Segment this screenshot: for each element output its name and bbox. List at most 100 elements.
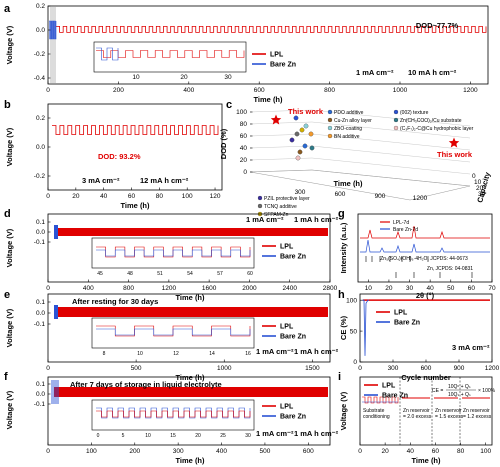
panel-c-y-tick-label: 40: [240, 145, 248, 152]
panel-f-x-tick-label: 500: [259, 448, 270, 455]
panel-g-x-tick-label: 60: [468, 285, 476, 292]
panel-e-label: e: [4, 289, 10, 301]
panel-f-label: f: [4, 371, 8, 383]
panel-b-x-tick-label: 100: [182, 193, 193, 200]
panel-c-3d: [249, 109, 471, 217]
panel-e-current-text: 1 mA cm⁻²: [256, 347, 294, 356]
panel-g-x-tick-label: 70: [488, 285, 496, 292]
panel-c-legend-label: Zn(CH₃COO)₂/Cu substrate: [400, 118, 462, 124]
panel-f-lpl-band: [54, 387, 328, 397]
panel-a-y-tick-label: 0.0: [36, 27, 45, 34]
panel-b-x-tick-label: 40: [100, 193, 108, 200]
panel-a-legend-label: Bare Zn: [270, 62, 296, 69]
panel-a-barezn-line: [49, 20, 57, 40]
panel-f-capacity-text: 1 mA h cm⁻²: [294, 429, 339, 438]
panel-h-ylabel: CE (%): [339, 315, 348, 340]
panel-f-y-tick-label: 0.1: [36, 381, 45, 388]
panel-a-x-tick-label: 200: [113, 87, 124, 94]
panel-g-x-tick-label: 30: [406, 285, 414, 292]
panel-c-legend-label: SFPAM-Zn: [264, 212, 289, 218]
panel-e-x-tick-label: 500: [131, 365, 142, 372]
panel-b-x-tick-label: 20: [72, 193, 80, 200]
panel-d-inset-tick-label: 48: [127, 271, 133, 277]
panel-i-region-label: Zn reservoir: [463, 408, 490, 414]
panel-c-point: [309, 145, 315, 151]
panel-g-x-tick-label: 50: [447, 285, 455, 292]
panel-h-label: h: [338, 289, 345, 301]
panel-d-inset-tick-label: 57: [217, 271, 223, 277]
panel-g-ref-label: Zn, JCPDS: 04-0831: [427, 266, 473, 272]
panel-h-legend-label: Bare Zn: [394, 320, 420, 327]
panel-c-legend-label: BN additive: [334, 134, 360, 140]
panel-c-legend-marker: [327, 125, 333, 131]
panel-c-z-tick-label: 0: [472, 173, 476, 180]
panel-e-x-tick-label: 1500: [305, 365, 320, 372]
panel-b-frame: [47, 103, 223, 191]
panel-c-legend-label: (C₃F₇)₂-C@Cu hydrophobic layer: [400, 126, 474, 132]
panel-f-inset-lpl: [96, 410, 251, 418]
panel-a-inset-lpl: [96, 50, 245, 58]
panel-c-x-tick-label: 300: [295, 189, 306, 196]
panel-f-x-tick-label: 400: [216, 448, 227, 455]
panel-a-inset-tick-label: 30: [224, 74, 232, 81]
panel-d-inset-tick-label: 54: [187, 271, 193, 277]
panel-c-label: c: [226, 99, 232, 111]
panel-e-x-tick-label: 1000: [217, 365, 232, 372]
panel-c-grid: [311, 121, 471, 139]
panel-f-x-tick-label: 600: [303, 448, 314, 455]
panel-d-ylabel: Voltage (V): [5, 228, 14, 267]
panel-i-xlabel: Time (h): [411, 456, 441, 465]
panel-c-point: [293, 115, 299, 121]
panel-i-region-label: = 1.5 excess: [435, 414, 464, 420]
panel-c-grid: [311, 145, 471, 163]
panel-a-lpl-line: [56, 26, 487, 33]
panel-i-region-label: Zn reservoir: [403, 408, 430, 414]
panel-f-current-text: 1 mA cm⁻²: [256, 429, 294, 438]
panel-d-frame: [47, 213, 331, 283]
panel-b-x-tick-label: 120: [210, 193, 221, 200]
panel-c-legend-label: (002) texture: [400, 110, 429, 116]
panel-d-x-tick-label: 1600: [202, 285, 217, 292]
panel-g-x-tick-label: 20: [385, 285, 393, 292]
panel-e-y-tick-label: 0.0: [36, 310, 45, 317]
panel-e-legend-label: Bare Zn: [280, 334, 306, 341]
panel-c-legend-marker: [327, 109, 333, 115]
panel-a-current-text: 1 mA cm⁻²: [356, 68, 394, 77]
panel-c-grid: [249, 109, 313, 113]
panel-e-inset-tick-label: 10: [137, 351, 143, 357]
panel-e-legend-label: LPL: [280, 324, 294, 331]
panel-d-current-text: 1 mA cm⁻²: [246, 215, 284, 224]
panel-d-xlabel: Time (h): [175, 293, 205, 302]
panel-c-grid: [249, 133, 313, 137]
panel-c-y-tick-label: 20: [240, 157, 248, 164]
panel-i-frame: [359, 376, 493, 446]
panel-h-x-tick-label: 0: [358, 365, 362, 372]
panel-a-shade: [50, 7, 56, 83]
panel-g-x-tick-label: 40: [427, 285, 435, 292]
panel-c-point: [303, 123, 309, 129]
panel-c-z-tick-label: 30: [478, 191, 486, 198]
panel-c-point: [297, 149, 303, 155]
panel-d-label: d: [4, 208, 11, 220]
panel-g-legend-label: Bare Zn-7d: [393, 227, 418, 233]
panel-f-inset-tick-label: 25: [220, 433, 226, 439]
panel-a-x-tick-label: 400: [183, 87, 194, 94]
panel-a-legend-label: LPL: [270, 52, 284, 59]
panel-c-legend-marker: [393, 117, 399, 123]
panel-d-x-tick-label: 2400: [282, 285, 297, 292]
panel-e-y-tick-label: -0.1: [34, 321, 46, 328]
panel-i-legend-label: Bare Zn: [382, 393, 408, 400]
panel-h-x-tick-label: 300: [388, 365, 399, 372]
panel-b-dod-text: DOD: 93.2%: [98, 152, 141, 161]
panel-e-inset-tick-label: 12: [173, 351, 179, 357]
panel-c-legend-label: PZIL protective layer: [264, 196, 310, 202]
panel-i-x-tick-label: 0: [358, 448, 362, 455]
panel-b-ylabel: Voltage (V): [5, 127, 14, 166]
panel-e-inset-barezn: [96, 328, 251, 336]
panel-i-region-label: conditioning: [363, 414, 390, 420]
panel-a-y-tick-label: -0.2: [34, 51, 46, 58]
panel-c-y-tick-label: 100: [236, 109, 247, 116]
panel-c-point: [295, 155, 301, 161]
panel-c-point: [299, 127, 305, 133]
panel-a-inset-tick-label: 20: [180, 74, 188, 81]
